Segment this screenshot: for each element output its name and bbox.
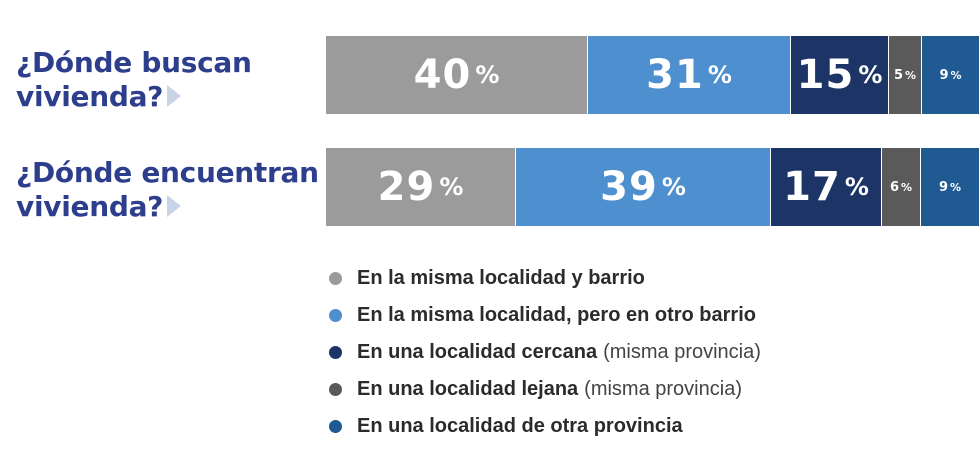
data-label-percent: % xyxy=(439,173,464,201)
data-label-value: 39 xyxy=(600,164,658,210)
data-label-value: 15 xyxy=(796,52,855,98)
row-label-encuentran-line1: ¿Dónde encuentran xyxy=(16,156,319,189)
legend-note: (misma provincia) xyxy=(603,341,761,363)
row-label-buscan-line1: ¿Dónde buscan xyxy=(16,46,252,79)
stacked-bar-buscan: 40% 31% 15% 5% 9% xyxy=(326,36,980,114)
data-label-value: 9 xyxy=(938,179,949,195)
legend: En la misma localidad y barrio En la mism… xyxy=(329,260,761,445)
data-label-percent: % xyxy=(475,61,500,89)
legend-item: En una localidad lejana (misma provincia) xyxy=(329,371,761,408)
legend-label: En una localidad cercana xyxy=(357,341,598,363)
data-label-value: 31 xyxy=(646,52,704,98)
data-label-value: 29 xyxy=(377,164,436,210)
legend-item: En una localidad de otra provincia xyxy=(329,408,761,445)
bar-segment: 5% xyxy=(889,36,922,114)
data-label-percent: % xyxy=(950,68,962,82)
row-label-encuentran-line2: vivienda? xyxy=(16,190,164,223)
row-label-buscan: ¿Dónde buscan vivienda? xyxy=(16,46,252,114)
data-label-percent: % xyxy=(707,61,732,89)
data-label-value: 9 xyxy=(939,67,950,83)
legend-swatch xyxy=(329,309,342,322)
data-label-value: 17 xyxy=(783,164,841,210)
data-label-percent: % xyxy=(858,61,883,89)
arrow-right-icon xyxy=(167,85,182,107)
data-label-percent: % xyxy=(950,180,962,194)
data-label-percent: % xyxy=(844,173,869,201)
bar-segment: 40% xyxy=(326,36,588,114)
bar-segment: 9% xyxy=(921,148,980,226)
stacked-bar-encuentran: 29% 39% 17% 6% 9% xyxy=(326,148,980,226)
legend-item: En una localidad cercana (misma provincia… xyxy=(329,334,761,371)
bar-segment: 29% xyxy=(326,148,516,226)
data-label-percent: % xyxy=(905,68,917,82)
legend-swatch xyxy=(329,346,342,359)
legend-swatch xyxy=(329,420,342,433)
data-label-percent: % xyxy=(901,180,913,194)
data-label-value: 6 xyxy=(889,179,900,195)
bar-segment: 15% xyxy=(791,36,889,114)
legend-item: En la misma localidad, pero en otro barr… xyxy=(329,297,761,334)
data-label-value: 40 xyxy=(413,52,472,98)
legend-swatch xyxy=(329,272,342,285)
data-label-percent: % xyxy=(661,173,686,201)
legend-label: En la misma localidad y barrio xyxy=(357,267,645,289)
arrow-right-icon xyxy=(167,195,182,217)
bar-segment: 17% xyxy=(771,148,882,226)
legend-swatch xyxy=(329,383,342,396)
legend-note: (misma provincia) xyxy=(584,378,742,400)
bar-segment: 9% xyxy=(922,36,980,114)
legend-label: En una localidad de otra provincia xyxy=(357,415,683,437)
row-label-buscan-line2: vivienda? xyxy=(16,80,164,113)
legend-item: En la misma localidad y barrio xyxy=(329,260,761,297)
bar-segment: 6% xyxy=(882,148,921,226)
row-label-encuentran: ¿Dónde encuentran vivienda? xyxy=(16,156,319,224)
bar-segment: 39% xyxy=(516,148,771,226)
bar-segment: 31% xyxy=(588,36,791,114)
legend-label: En la misma localidad, pero en otro barr… xyxy=(357,304,756,326)
data-label-value: 5 xyxy=(893,67,904,83)
legend-label: En una localidad lejana xyxy=(357,378,579,400)
